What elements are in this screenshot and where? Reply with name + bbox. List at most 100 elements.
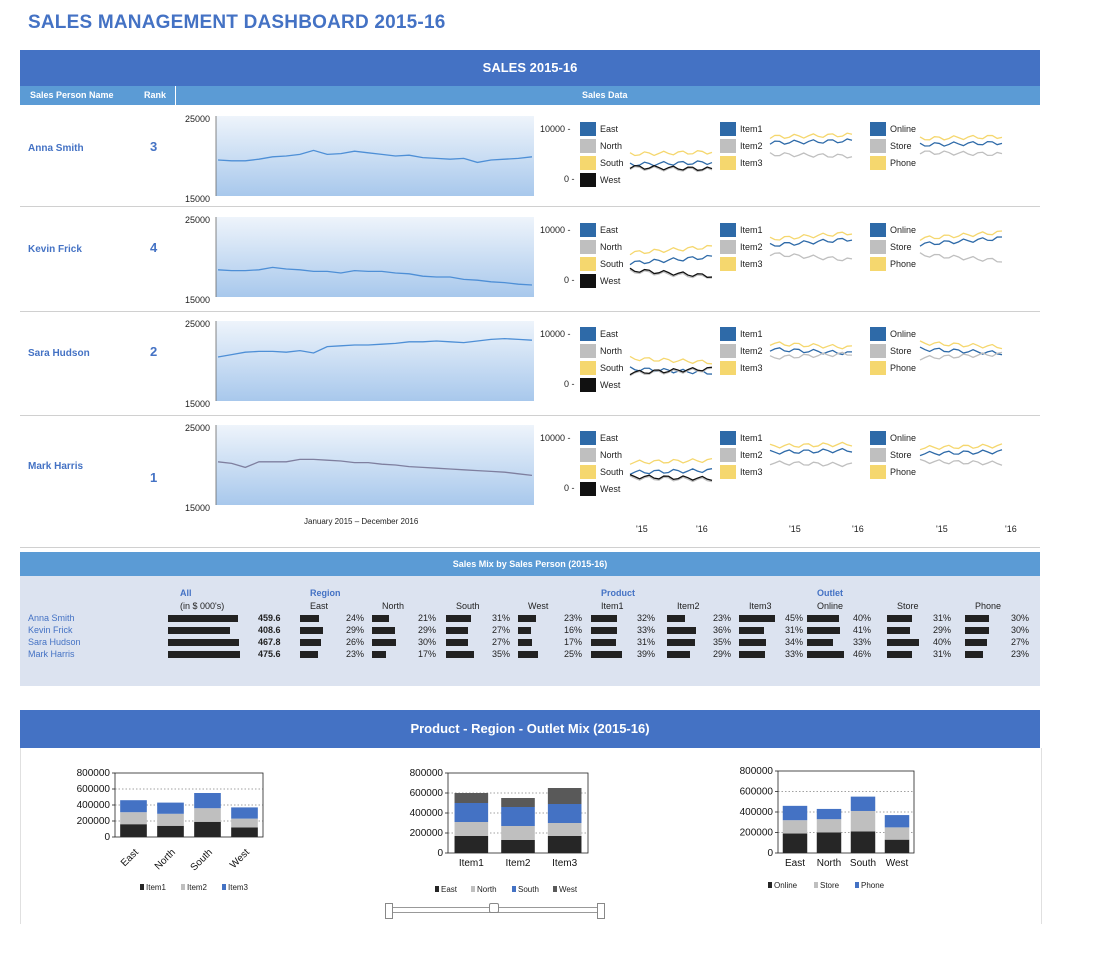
- mix-pct-bar: [667, 651, 690, 658]
- mix-person-name: Mark Harris: [28, 649, 75, 659]
- legend-swatch: [580, 327, 596, 341]
- legend-label: West: [600, 380, 621, 390]
- mix-pct-bar: [372, 651, 386, 658]
- mini-trend-line: [919, 252, 1003, 263]
- mix-pct-value: 29%: [713, 649, 732, 659]
- mini-trend-line: [629, 475, 713, 483]
- mix-pct-value: 23%: [346, 649, 365, 659]
- mix-total-value: 408.6: [258, 625, 281, 635]
- col-header-name: Sales Person Name: [30, 90, 114, 100]
- mix-pct-value: 29%: [346, 625, 365, 635]
- legend-label: Store: [890, 346, 912, 356]
- slider-right-handle[interactable]: [597, 903, 605, 919]
- legend-swatch: [580, 448, 596, 462]
- legend-label: Phone: [890, 158, 917, 168]
- mix-person-name: Sara Hudson: [28, 637, 81, 647]
- legend-swatch: [720, 344, 736, 358]
- trend-axis-top: 25000: [185, 215, 210, 225]
- legend-swatch: [580, 465, 596, 479]
- legend-label: Phone: [890, 467, 917, 477]
- mix-pct-value: 31%: [492, 613, 511, 623]
- mix-band-title: Sales Mix by Sales Person (2015-16): [452, 559, 608, 569]
- slider-mid-handle[interactable]: [489, 903, 499, 913]
- slider-left-handle[interactable]: [385, 903, 393, 919]
- mix-pct-bar: [300, 639, 321, 646]
- legend-label: Store: [890, 141, 912, 151]
- mini-trend-chart: [919, 134, 1003, 157]
- legend-label: West: [600, 276, 621, 286]
- legend-swatch: [580, 240, 596, 254]
- legend-swatch: [720, 257, 736, 271]
- legend-label: Item3: [740, 158, 763, 168]
- legend-label: North: [600, 141, 623, 151]
- mini-trend-line: [919, 230, 1003, 241]
- bottom-frame: [20, 748, 1042, 924]
- sales-mix-table: All Region Product Outlet (in $ 000's) East No…: [20, 576, 1040, 686]
- mix-pct-value: 31%: [933, 649, 952, 659]
- legend-label: North: [600, 450, 623, 460]
- mini-trend-chart: [629, 150, 713, 173]
- mini-trend-line: [629, 254, 713, 266]
- legend-label: Online: [890, 329, 917, 339]
- mini-trend-line: [919, 351, 1003, 361]
- mix-pct-bar: [807, 651, 844, 658]
- trend-line: [217, 337, 533, 358]
- trend-line: [217, 458, 533, 477]
- legend-label: West: [600, 175, 621, 185]
- mini-trend-line: [919, 340, 1003, 350]
- mini-trend-line: [629, 267, 713, 278]
- mix-total-value: 459.6: [258, 613, 281, 623]
- mix-sub-header: Item3: [749, 601, 772, 611]
- legend-label: South: [600, 363, 624, 373]
- mix-total-bar: [168, 639, 239, 646]
- mix-pct-bar: [667, 639, 695, 646]
- mix-pct-value: 33%: [853, 637, 872, 647]
- mix-pct-bar: [739, 615, 775, 622]
- legend-label: Online: [890, 124, 917, 134]
- legend-swatch: [870, 257, 886, 271]
- mix-pct-bar: [807, 627, 840, 634]
- mix-pct-value: 25%: [564, 649, 583, 659]
- legend-swatch: [580, 223, 596, 237]
- small-axis-bottom: 0 -: [564, 275, 575, 285]
- legend-label: East: [600, 433, 619, 443]
- mini-trend-line: [629, 355, 713, 365]
- mix-pct-value: 40%: [853, 613, 872, 623]
- range-slider[interactable]: [385, 903, 607, 921]
- sales-trend-chart: 25000 15000: [185, 423, 534, 513]
- mix-pct-value: 35%: [713, 637, 732, 647]
- legend-swatch: [580, 139, 596, 153]
- mix-pct-value: 39%: [637, 649, 656, 659]
- mini-trend-line: [769, 341, 853, 350]
- mix-pct-bar: [965, 615, 989, 622]
- legend-swatch: [870, 448, 886, 462]
- legend-swatch: [580, 361, 596, 375]
- mini-trend-line: [629, 468, 713, 475]
- legend-swatch: [720, 139, 736, 153]
- mix-pct-value: 23%: [1011, 649, 1030, 659]
- mini-trend-chart: [919, 340, 1003, 361]
- trend-axis-top: 25000: [185, 423, 210, 433]
- trend-axis-bottom: 15000: [185, 295, 210, 305]
- mix-pct-bar: [887, 639, 919, 646]
- mix-sub-header: Phone: [975, 601, 1002, 611]
- mini-trend-chart: [919, 443, 1003, 466]
- period-label: January 2015 – December 2016: [304, 517, 419, 526]
- legend-label: Phone: [890, 363, 917, 373]
- mini-trend-line: [629, 366, 713, 376]
- mix-pct-bar: [739, 627, 764, 634]
- mix-total-value: 467.8: [258, 637, 281, 647]
- mini-trend-line: [769, 460, 853, 468]
- mix-pct-bar: [518, 615, 536, 622]
- mini-trend-chart: [919, 230, 1003, 263]
- mix-pct-bar: [965, 651, 983, 658]
- mini-trend-line: [919, 443, 1003, 451]
- legend-swatch: [580, 344, 596, 358]
- trend-axis-bottom: 15000: [185, 194, 210, 204]
- sales-person-name: Anna Smith: [28, 143, 84, 154]
- mix-pct-bar: [739, 651, 765, 658]
- col-header-rank: Rank: [144, 90, 167, 100]
- mix-total-bar: [168, 615, 238, 622]
- trend-line: [217, 149, 533, 164]
- legend-swatch: [870, 139, 886, 153]
